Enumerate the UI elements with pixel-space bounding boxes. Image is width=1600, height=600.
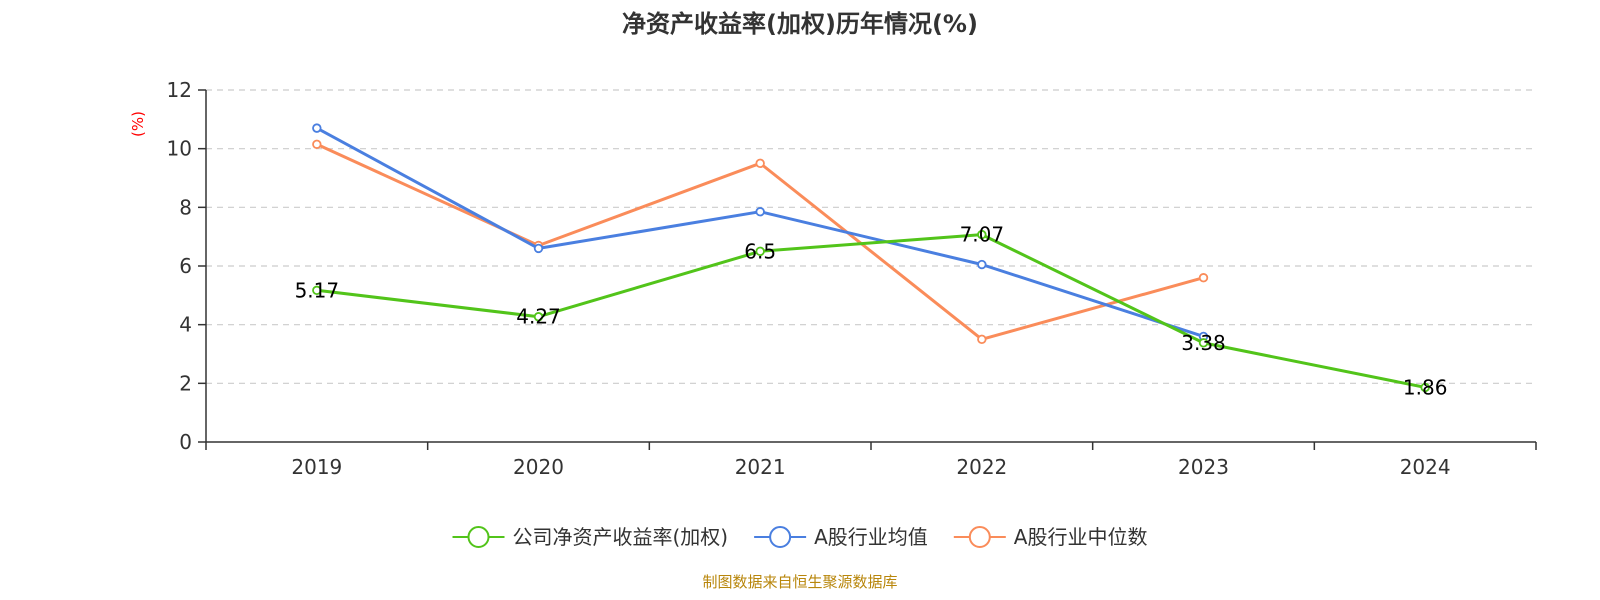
- data-point: [755, 207, 765, 217]
- data-point: [1198, 273, 1209, 283]
- data-label: 3.38: [1181, 331, 1226, 355]
- data-point: [533, 243, 544, 254]
- series-1: [312, 229, 1430, 393]
- x-tick-label: 2024: [1400, 455, 1451, 479]
- data-point: [312, 285, 322, 296]
- series-line: [316, 233, 1426, 389]
- axes: 0 2 4 6 8 10 12 2019 2020 2021 2022 2023 2024: [167, 78, 1537, 479]
- data-point: [533, 312, 544, 322]
- data-point: [977, 259, 987, 270]
- y-axis-label: (%): [129, 111, 147, 137]
- x-tick-label: 2022: [956, 455, 1007, 479]
- y-tick-label: 12: [167, 78, 192, 102]
- data-point: [1198, 338, 1209, 348]
- y-tick-label: 4: [179, 313, 192, 337]
- data-point: [977, 334, 987, 345]
- source-note: 制图数据来自恒生聚源数据库: [702, 573, 897, 591]
- data-point: [755, 158, 765, 169]
- legend-label: 公司净资产收益率(加权): [513, 525, 729, 549]
- data-point: [977, 229, 987, 240]
- chart-title: 净资产收益率(加权)历年情况(%): [622, 10, 978, 38]
- x-tick-label: 2023: [1178, 455, 1229, 479]
- y-tick-label: 10: [167, 137, 192, 161]
- series-2: [312, 123, 1209, 342]
- legend[interactable]: 公司净资产收益率(加权) A股行业均值 A股行业中位数: [452, 525, 1148, 549]
- legend-marker: [968, 526, 991, 548]
- legend-item-3[interactable]: A股行业中位数: [953, 525, 1148, 549]
- x-tick-label: 2019: [291, 455, 342, 479]
- y-tick-label: 6: [179, 254, 192, 278]
- legend-label: A股行业均值: [814, 525, 928, 549]
- data-label: 5.17: [295, 278, 340, 302]
- x-tick-label: 2020: [513, 455, 564, 479]
- y-tick-label: 0: [179, 430, 192, 454]
- x-tick-label: 2021: [735, 455, 786, 479]
- legend-item-2[interactable]: A股行业均值: [754, 525, 928, 549]
- grid-lines: [206, 89, 1536, 384]
- data-point: [1420, 382, 1430, 393]
- data-label: 1.86: [1403, 375, 1448, 399]
- data-point: [312, 139, 322, 149]
- data-label: 7.07: [960, 223, 1005, 247]
- data-label: 6.5: [744, 239, 776, 263]
- y-tick-label: 2: [179, 371, 192, 395]
- data-point: [755, 246, 765, 257]
- legend-item-1[interactable]: 公司净资产收益率(加权): [452, 525, 729, 549]
- series-3: [312, 139, 1209, 345]
- data-label: 4.27: [516, 305, 561, 329]
- legend-label: A股行业中位数: [1014, 525, 1148, 549]
- legend-marker: [769, 526, 792, 548]
- data-point: [312, 123, 322, 133]
- series-layer: [312, 123, 1430, 393]
- y-tick-label: 8: [179, 195, 192, 219]
- data-labels: 5.17 4.27 6.5 7.07 3.38 1.86: [295, 223, 1448, 400]
- legend-marker: [467, 526, 490, 548]
